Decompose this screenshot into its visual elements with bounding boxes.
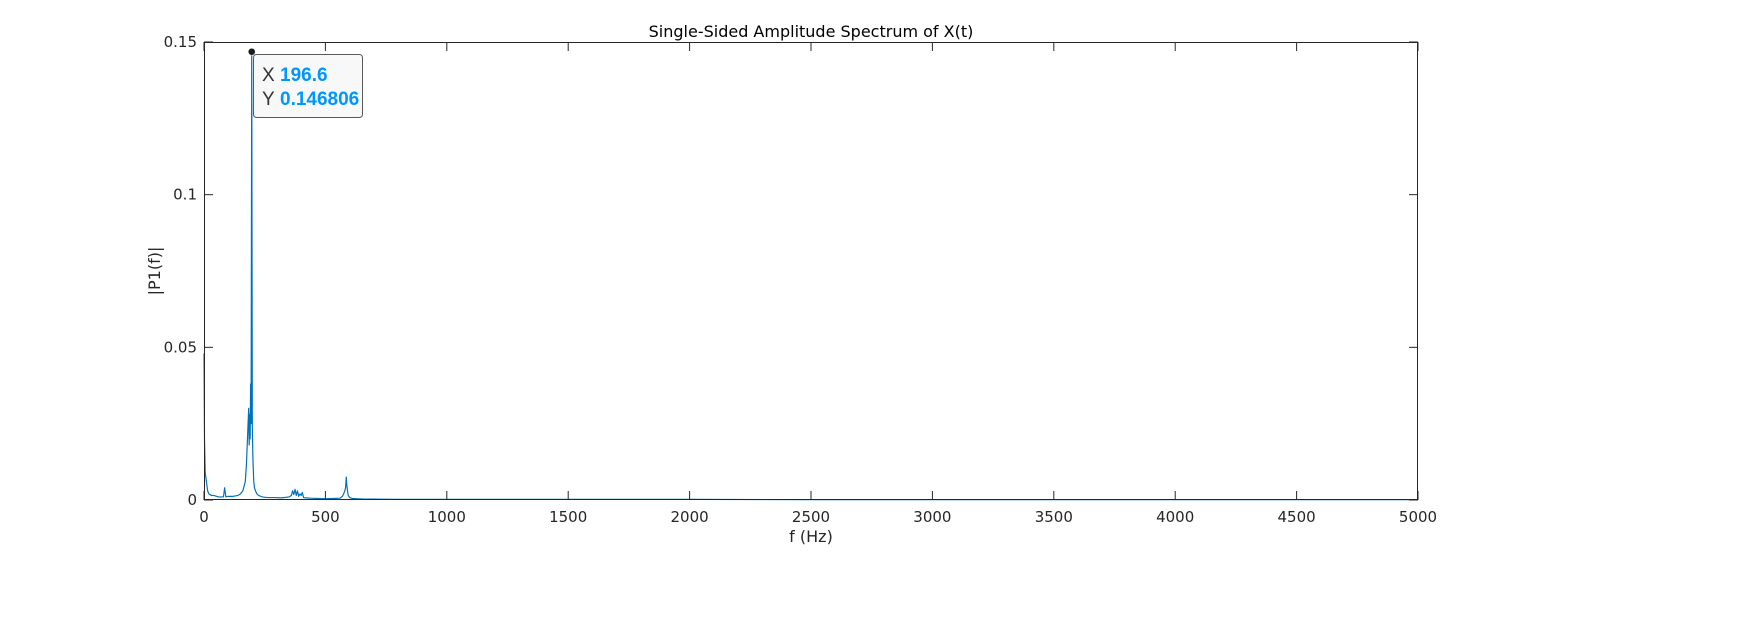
- data-tip-box: [253, 54, 363, 118]
- data-tip-y-key: Y: [262, 89, 275, 110]
- data-tip[interactable]: X 196.6 Y 0.146806: [247, 48, 363, 118]
- data-tip-marker[interactable]: [247, 48, 256, 56]
- x-axis-label: f (Hz): [789, 527, 833, 546]
- x-tick-label: 2000: [671, 508, 709, 526]
- x-tick-label: 500: [311, 508, 340, 526]
- data-tip-x-key: X: [262, 65, 275, 86]
- x-tick-label: 1500: [549, 508, 587, 526]
- chart-title: Single-Sided Amplitude Spectrum of X(t): [649, 22, 974, 41]
- x-tick-label: 4500: [1278, 508, 1316, 526]
- x-tick-label: 5000: [1399, 508, 1437, 526]
- spectrum-line-0: [203, 51, 1418, 501]
- x-tick-label: 3000: [913, 508, 951, 526]
- x-tick-label: 3500: [1035, 508, 1073, 526]
- x-tick-label: 1000: [428, 508, 466, 526]
- y-tick-label: 0.15: [164, 33, 197, 51]
- y-axis: 0 0.05 0.1 0.15: [164, 33, 1418, 509]
- spectrum-series: [203, 51, 1418, 501]
- y-tick-label: 0: [187, 491, 197, 509]
- x-tick-label: 4000: [1156, 508, 1194, 526]
- x-axis: 0 500 1000 1500 2000 2500 3000 3500 4000 4500 5000: [199, 42, 1437, 526]
- data-tip-y-value: 0.146806: [280, 89, 359, 110]
- data-tip-x-value: 196.6: [280, 65, 328, 86]
- y-tick-label: 0.1: [173, 186, 197, 204]
- plot-area[interactable]: [204, 42, 1418, 500]
- y-axis-label: |P1(f)|: [145, 247, 164, 296]
- x-tick-label: 2500: [792, 508, 830, 526]
- y-tick-label: 0.05: [164, 338, 197, 356]
- x-tick-label: 0: [199, 508, 209, 526]
